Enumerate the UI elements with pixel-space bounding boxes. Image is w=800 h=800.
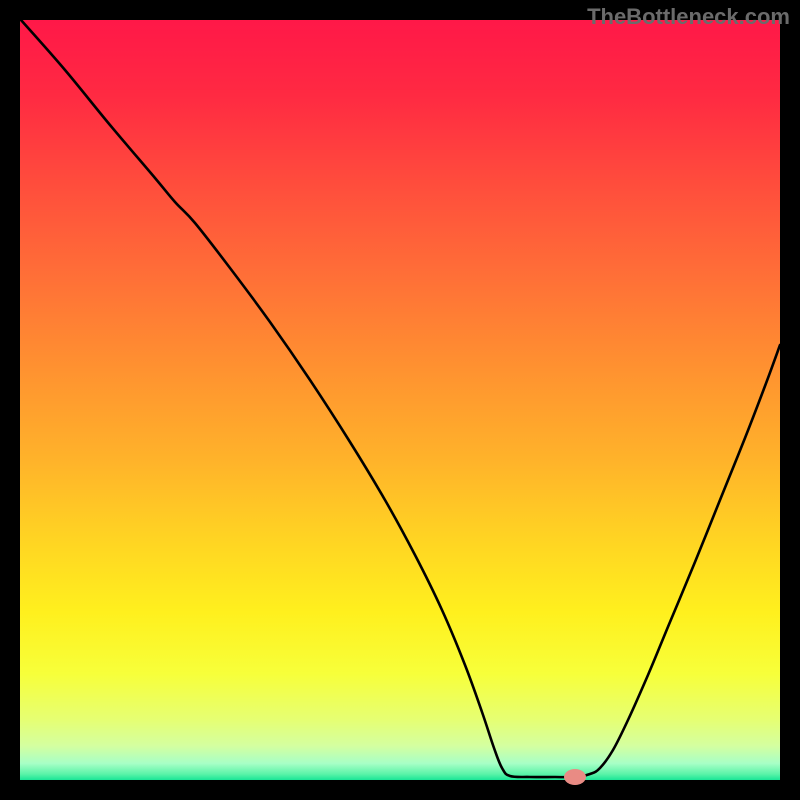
chart-stage: TheBottleneck.com xyxy=(0,0,800,800)
plot-background xyxy=(20,20,780,780)
optimum-marker xyxy=(564,769,586,785)
bottleneck-curve-chart xyxy=(0,0,800,800)
